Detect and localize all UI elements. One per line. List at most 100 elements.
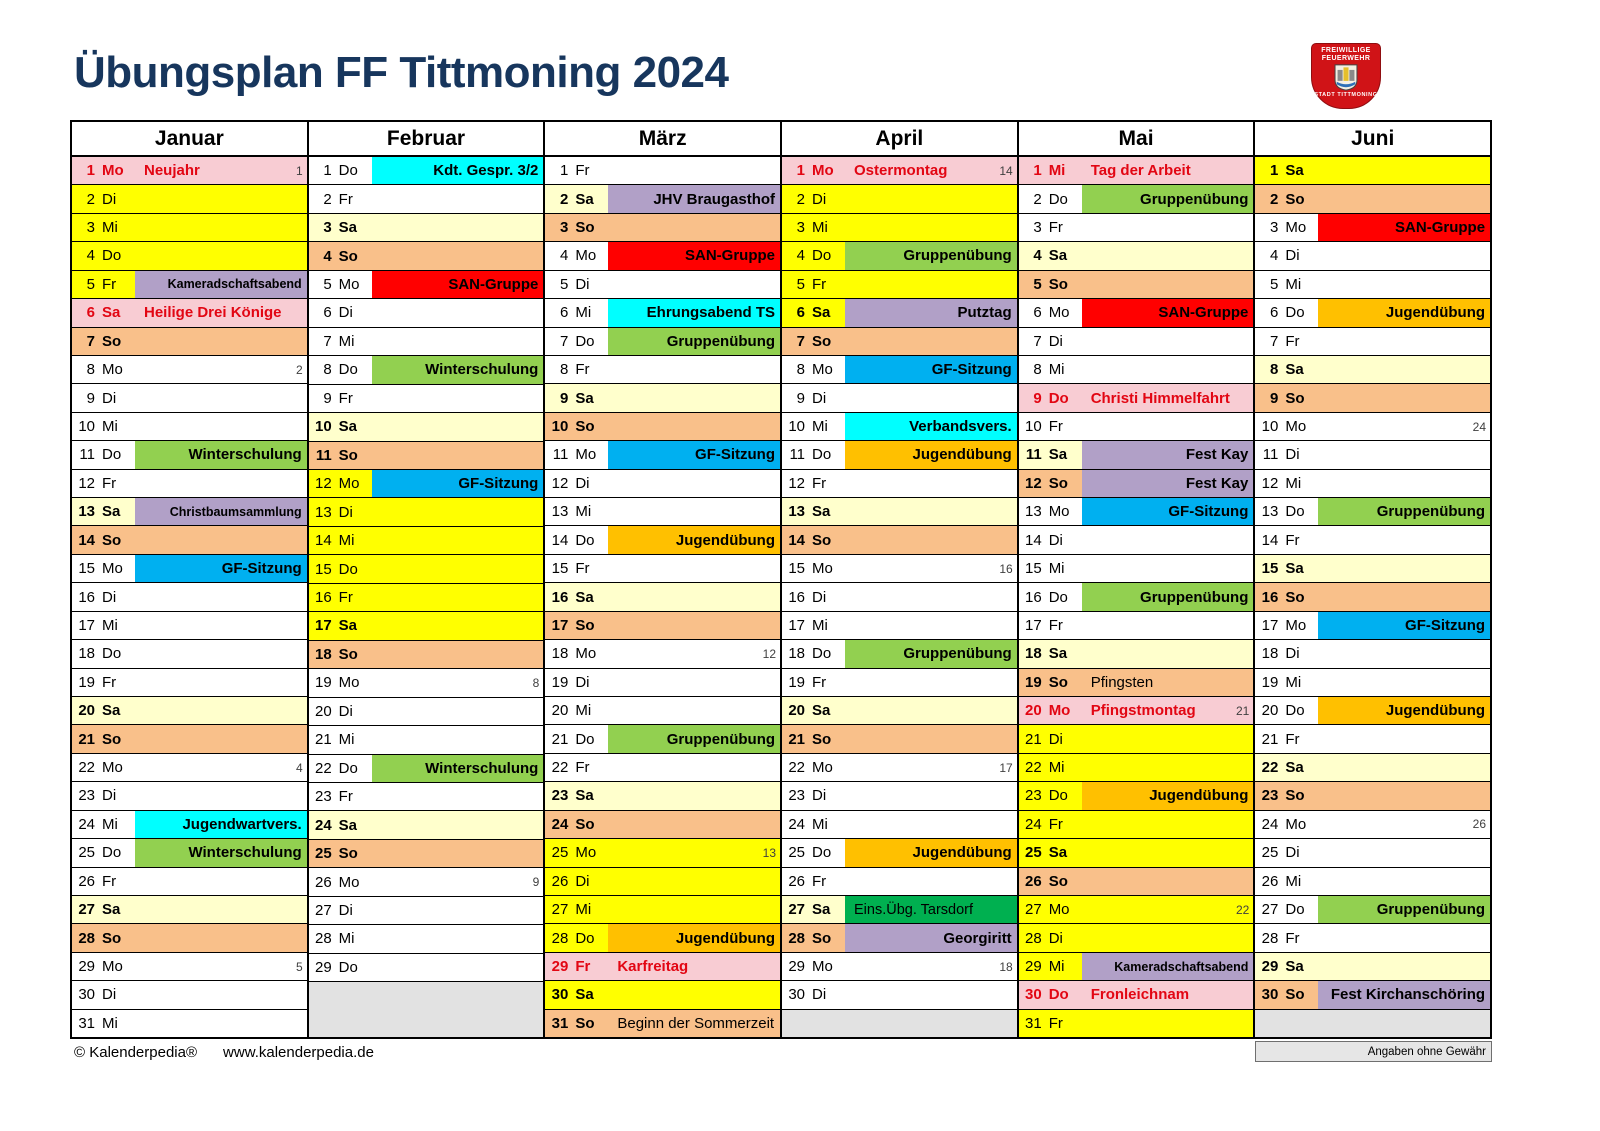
event-bar: Jugendübung [845,839,1017,867]
day-number: 19 [1261,673,1279,691]
day-row: 24 Fr [1018,810,1254,840]
day-row: 16 Di [72,583,307,612]
weekday-label: Di [812,588,827,606]
day-label: 29 Fr [545,953,608,980]
day-row: 28 Di [1018,924,1254,953]
day-row: 8 Sa [1255,355,1491,385]
weekday-label: So [102,929,122,947]
day-label: 5 Di [545,271,608,298]
day-row: 27 Di [308,896,544,926]
weekday-label: Mo [102,361,123,379]
day-label: 18 Di [1255,640,1318,667]
weekday-label: Mi [1285,872,1302,890]
day-label: 20 Mo [1019,697,1082,724]
day-row: 15 Fr [545,554,781,584]
event-bar: Winterschulung [135,839,307,867]
event-bar: Kameradschaftsabend [1081,952,1254,981]
weekday-label: Fr [575,560,590,578]
day-label: 20 Mi [545,697,608,724]
day-row: 2 Sa JHV Braugasthof [545,185,781,214]
day-number: 10 [1261,418,1279,435]
weekday-label: Sa [102,702,121,720]
day-number: 7 [796,332,806,350]
day-label: 1 Do [309,157,372,184]
day-label: 23 Sa [545,782,608,809]
day-number: 16 [788,588,806,606]
weekday-label: Sa [338,816,358,834]
day-number: 9 [1270,389,1279,407]
day-row: 26 Fr [782,867,1017,896]
day-row: 19 Mo 8 [308,669,544,698]
week-number: 13 [762,845,777,860]
day-label: 9 So [1255,384,1318,411]
weekday-label: Di [102,190,117,208]
weekday-label: Do [102,844,122,862]
day-number: 10 [551,418,569,435]
day-row: 8 Mo GF-Sitzung [782,355,1017,385]
weekday-label: Mo [575,446,597,464]
day-label: 21 So [72,725,135,752]
day-label: 25 Di [1255,839,1318,866]
day-row: 17 Mi [782,611,1017,641]
day-number: 2 [86,190,95,208]
day-number: 30 [1025,986,1042,1004]
day-number: 19 [788,673,806,691]
event-bar: Winterschulung [135,441,307,469]
day-label: 9 Fr [309,385,372,412]
day-row: 18 Mo 12 [545,640,781,669]
event-bar: Gruppenübung [1081,583,1254,611]
day-number: 19 [78,673,95,691]
day-number: 16 [1025,588,1042,606]
weekday-label: Fr [812,872,827,890]
day-row: 1 Mo Ostermontag 14 [782,157,1017,186]
day-number: 28 [1025,929,1042,947]
weekday-label: Do [102,645,122,663]
day-label: 14 Mi [309,527,372,554]
ff-tittmoning-logo: FREIWILLIGE FEUERWEHR STADT TITTMONING [1311,43,1381,109]
weekday-label: So [102,531,122,549]
day-number: 21 [1261,730,1279,748]
day-label: 21 Do [545,725,608,752]
weekday-label: Fr [1048,418,1063,435]
weekday-label: Mo [338,276,360,294]
day-label: 11 So [309,442,372,469]
weekday-label: Do [812,844,832,862]
day-row: 20 Di [308,697,544,727]
day-number: 18 [78,645,95,663]
day-label: 10 Fr [1019,413,1082,440]
weekday-label: Mi [575,702,592,720]
day-number: 26 [1025,872,1042,890]
day-label: 27 Sa [782,896,845,923]
weekday-label: Mo [102,759,123,777]
day-label: 30 Sa [545,981,608,1008]
event-bar: Gruppenübung [1318,895,1491,924]
day-number: 3 [560,219,569,237]
day-row: 6 Di [308,299,544,328]
kalenderpedia-link[interactable]: www.kalenderpedia.de [223,1044,374,1061]
day-label: 10 Mi [782,413,845,440]
day-label: 16 Fr [309,584,372,611]
day-label: 13 Mo [1019,498,1082,525]
weekday-label: Mi [812,616,828,634]
day-label: 1 Mo [782,157,845,184]
day-row: 7 Mi [308,327,544,357]
day-number: 14 [1261,531,1279,549]
day-row: 17 So [545,611,781,641]
weekday-label: Mi [575,503,592,521]
weekday-label: Do [338,759,358,777]
day-label: 18 So [309,641,372,668]
weekday-label: Fr [1048,219,1063,237]
day-number: 11 [789,446,806,464]
day-label: 17 Mi [72,612,135,639]
day-number: 13 [788,503,806,521]
day-row: 9 Do Christi Himmelfahrt [1018,384,1254,413]
day-number: 19 [1025,673,1042,691]
day-row: 19 So Pfingsten [1018,668,1254,698]
weekday-label: Mo [1285,418,1307,435]
day-label: 6 Di [309,299,372,326]
event-bar: Jugendübung [1081,782,1254,810]
day-label: 8 Do [309,356,372,383]
day-row: 29 Mo 18 [782,952,1017,982]
weekday-label: Mo [338,475,360,493]
